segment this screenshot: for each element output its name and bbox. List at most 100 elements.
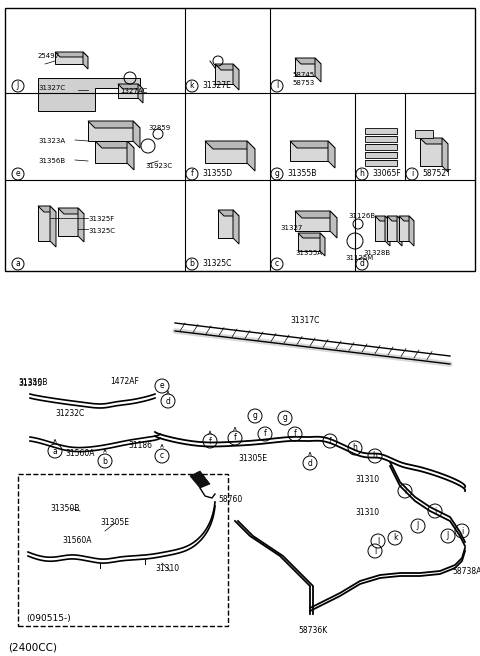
Polygon shape: [88, 121, 140, 128]
Text: 31350B: 31350B: [18, 378, 48, 387]
Text: i: i: [411, 169, 413, 178]
Polygon shape: [38, 78, 140, 111]
Text: g: g: [283, 413, 288, 422]
Text: e: e: [16, 169, 20, 178]
Polygon shape: [127, 141, 134, 170]
Text: 31328B: 31328B: [363, 250, 390, 256]
Polygon shape: [215, 64, 233, 84]
Polygon shape: [397, 216, 402, 246]
Polygon shape: [420, 138, 442, 166]
Text: b: b: [103, 457, 108, 466]
Polygon shape: [118, 84, 138, 98]
Polygon shape: [298, 233, 325, 238]
Polygon shape: [205, 141, 247, 163]
Text: a: a: [16, 260, 20, 268]
Text: f: f: [191, 169, 193, 178]
Polygon shape: [215, 64, 239, 70]
Text: 31305E: 31305E: [238, 454, 267, 463]
Polygon shape: [38, 206, 56, 212]
Polygon shape: [190, 471, 210, 488]
Polygon shape: [78, 208, 84, 242]
Polygon shape: [295, 58, 321, 64]
Text: 31317C: 31317C: [290, 316, 319, 325]
Text: d: d: [308, 459, 312, 468]
Text: 58752T: 58752T: [422, 169, 451, 178]
Text: 31310: 31310: [155, 564, 179, 573]
Text: f: f: [294, 430, 296, 438]
Polygon shape: [387, 216, 397, 241]
Text: 58753: 58753: [292, 80, 314, 86]
Text: f: f: [264, 430, 266, 438]
Polygon shape: [442, 138, 448, 172]
Text: 31126B: 31126B: [348, 213, 375, 219]
Polygon shape: [88, 121, 133, 141]
Text: 31356B: 31356B: [38, 158, 65, 164]
Text: g: g: [252, 411, 257, 420]
Text: c: c: [160, 451, 164, 461]
Text: g: g: [275, 169, 279, 178]
Text: (090515-): (090515-): [26, 614, 71, 623]
Text: l: l: [374, 546, 376, 556]
Text: d: d: [360, 260, 364, 268]
Text: 1327AC: 1327AC: [120, 88, 147, 94]
Text: 31355D: 31355D: [202, 169, 232, 178]
Text: e: e: [160, 382, 164, 390]
Text: 31325F: 31325F: [88, 216, 114, 222]
Text: k: k: [190, 81, 194, 91]
Text: 31923C: 31923C: [145, 163, 172, 169]
Text: 31232C: 31232C: [55, 409, 84, 418]
Bar: [5, 8, 475, 271]
Text: d: d: [166, 396, 170, 405]
Text: f: f: [209, 436, 211, 445]
Polygon shape: [38, 206, 50, 241]
Text: 31345: 31345: [18, 379, 42, 388]
Text: 1472AF: 1472AF: [110, 377, 139, 386]
Text: k: k: [393, 533, 397, 543]
Text: J: J: [417, 522, 419, 531]
Text: i: i: [461, 527, 463, 535]
Text: 31355B: 31355B: [287, 169, 316, 178]
Polygon shape: [233, 64, 239, 90]
Bar: [365, 152, 397, 158]
Polygon shape: [50, 206, 56, 247]
Polygon shape: [205, 141, 255, 149]
Text: 58736K: 58736K: [298, 626, 327, 635]
Polygon shape: [375, 216, 385, 241]
Text: 31186: 31186: [128, 441, 152, 450]
Polygon shape: [95, 141, 127, 163]
Text: (2400CC): (2400CC): [8, 642, 57, 652]
Polygon shape: [58, 208, 84, 214]
Text: i: i: [434, 506, 436, 516]
Text: l: l: [276, 81, 278, 91]
Text: 58745: 58745: [292, 72, 314, 78]
Polygon shape: [330, 211, 337, 238]
Polygon shape: [385, 216, 390, 246]
Polygon shape: [218, 210, 239, 216]
Bar: [365, 128, 397, 134]
Text: b: b: [190, 260, 194, 268]
Polygon shape: [218, 210, 233, 238]
Text: a: a: [53, 447, 58, 455]
Text: 31327C: 31327C: [38, 85, 65, 91]
Text: h: h: [353, 443, 358, 453]
Polygon shape: [409, 216, 414, 246]
Polygon shape: [233, 210, 239, 244]
Polygon shape: [133, 121, 140, 148]
Text: i: i: [404, 487, 406, 495]
Polygon shape: [95, 141, 134, 148]
Text: 31323A: 31323A: [38, 138, 65, 144]
Text: 25497: 25497: [38, 53, 60, 59]
Polygon shape: [290, 141, 328, 161]
Text: 33065F: 33065F: [372, 169, 401, 178]
Polygon shape: [375, 216, 390, 221]
Text: 31310: 31310: [355, 475, 379, 484]
Text: J: J: [447, 531, 449, 541]
Bar: [365, 144, 397, 150]
Bar: [365, 136, 397, 142]
Text: 31305E: 31305E: [100, 518, 129, 527]
Polygon shape: [328, 141, 335, 168]
Text: 31325C: 31325C: [88, 228, 115, 234]
Polygon shape: [290, 141, 335, 148]
Text: h: h: [372, 451, 377, 461]
Text: l: l: [377, 537, 379, 546]
